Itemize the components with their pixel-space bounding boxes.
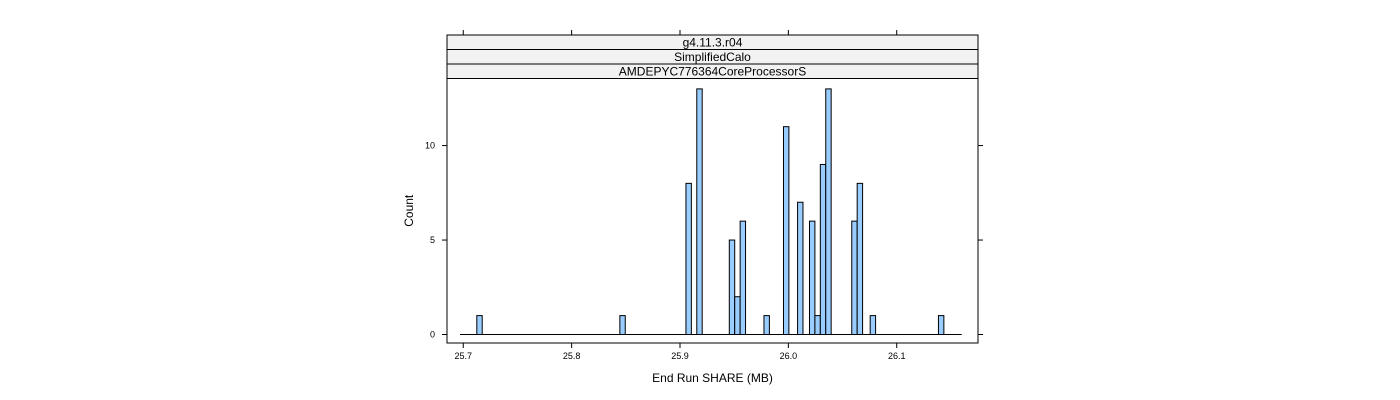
histogram-bar bbox=[825, 88, 832, 335]
histogram-bar bbox=[619, 315, 626, 335]
histogram-bar bbox=[819, 163, 827, 335]
plot-panel bbox=[446, 78, 979, 344]
x-tick-label: 25.9 bbox=[671, 351, 689, 361]
x-tick-label: 26.1 bbox=[888, 351, 906, 361]
strip-headers: g4.11.3.r04SimplifiedCaloAMDEPYC776364Co… bbox=[446, 34, 979, 79]
x-tick-label: 26.0 bbox=[780, 351, 798, 361]
histogram-bar bbox=[763, 315, 770, 335]
histogram-bar bbox=[476, 315, 483, 335]
histogram-bar bbox=[782, 126, 790, 335]
histogram-bar bbox=[797, 201, 804, 335]
y-tick-label: 10 bbox=[425, 141, 435, 151]
y-axis-title: Count bbox=[402, 194, 416, 227]
histogram-bar bbox=[808, 220, 816, 335]
y-axis: 0 5 10 bbox=[425, 141, 983, 339]
histogram-bar bbox=[937, 315, 945, 335]
histogram-bar bbox=[685, 182, 692, 335]
x-axis-title: End Run SHARE (MB) bbox=[652, 371, 773, 385]
histogram-bar bbox=[696, 88, 703, 335]
strip-label: AMDEPYC776364CoreProcessorS bbox=[619, 64, 806, 78]
x-axis: 25.7 25.8 25.9 26.0 26.1 bbox=[454, 30, 905, 361]
histogram-bar bbox=[814, 315, 821, 335]
histogram-bar bbox=[739, 220, 747, 335]
histogram-bar bbox=[869, 315, 877, 335]
y-tick-label: 5 bbox=[430, 235, 435, 245]
histogram-bar bbox=[734, 296, 741, 335]
x-tick-label: 25.8 bbox=[563, 351, 581, 361]
strip-label: g4.11.3.r04 bbox=[683, 35, 743, 49]
bars-group bbox=[476, 88, 945, 335]
histogram-bar bbox=[856, 182, 864, 335]
y-tick-label: 0 bbox=[430, 329, 435, 339]
x-tick-label: 25.7 bbox=[454, 351, 472, 361]
strip-label: SimplifiedCalo bbox=[674, 50, 751, 64]
histogram-bar bbox=[851, 220, 858, 335]
histogram-bar bbox=[728, 239, 736, 335]
